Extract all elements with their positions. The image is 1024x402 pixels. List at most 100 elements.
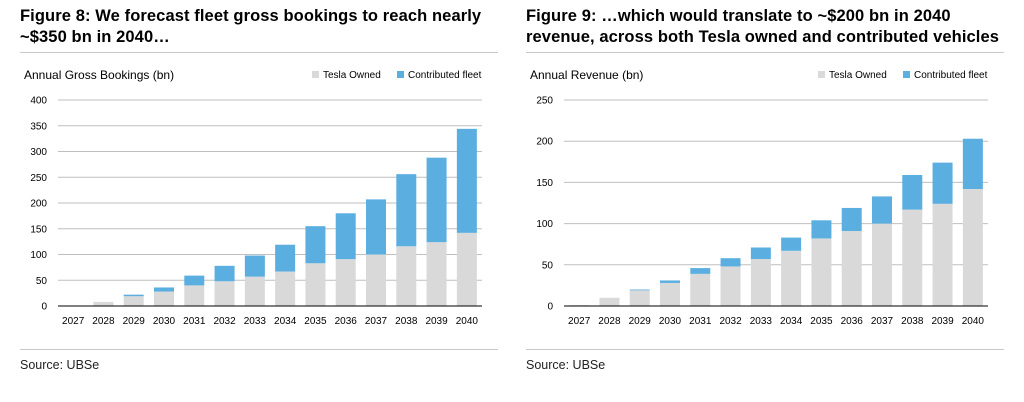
figure-9-title-line2: revenue, across both Tesla owned and con… <box>526 28 1000 46</box>
bar-tesla-owned-2036 <box>841 231 862 306</box>
x-tick-label: 2029 <box>123 316 146 327</box>
legend-label-contributed-fleet: Contributed fleet <box>914 70 988 81</box>
x-tick-label: 2033 <box>244 316 267 327</box>
figure-9-title-line1: Figure 9: …which would translate to ~$20… <box>526 7 951 25</box>
bar-tesla-owned-2039 <box>932 203 953 306</box>
y-tick-label: 300 <box>30 147 47 158</box>
bar-contributed-fleet-2040 <box>456 128 477 233</box>
bar-tesla-owned-2038 <box>396 246 417 306</box>
x-tick-label: 2027 <box>568 316 591 327</box>
bar-contributed-fleet-2029 <box>123 294 144 297</box>
bar-contributed-fleet-2030 <box>154 287 174 292</box>
bar-contributed-fleet-2034 <box>781 237 802 251</box>
x-tick-label: 2040 <box>962 316 985 327</box>
bar-tesla-owned-2038 <box>902 209 923 306</box>
x-tick-label: 2027 <box>62 316 85 327</box>
x-tick-label: 2036 <box>841 316 864 327</box>
bar-contributed-fleet-2039 <box>426 157 447 243</box>
x-tick-label: 2035 <box>810 316 833 327</box>
figure-8-title: Figure 8: We forecast fleet gross bookin… <box>20 6 481 48</box>
chart-title: Annual Revenue (bn) <box>530 68 643 82</box>
figure-8-bottom-rule <box>20 349 498 350</box>
x-tick-label: 2040 <box>456 316 479 327</box>
bar-tesla-owned-2039 <box>426 242 447 306</box>
bar-tesla-owned-2037 <box>872 223 892 306</box>
x-tick-label: 2028 <box>92 316 115 327</box>
x-tick-label: 2031 <box>689 316 712 327</box>
bar-contributed-fleet-2036 <box>841 207 862 232</box>
y-tick-label: 250 <box>536 96 553 107</box>
bar-tesla-owned-2034 <box>781 250 802 306</box>
legend-swatch-tesla-owned <box>818 71 825 78</box>
y-tick-label: 400 <box>30 96 47 107</box>
bar-tesla-owned-2028 <box>599 297 620 306</box>
x-tick-label: 2034 <box>274 316 297 327</box>
bar-contributed-fleet-2033 <box>750 247 771 260</box>
x-tick-label: 2037 <box>365 316 388 327</box>
gross-bookings-chart: Annual Gross Bookings (bn) Tesla Owned Con… <box>24 68 482 327</box>
bar-tesla-owned-2040 <box>456 232 477 306</box>
y-tick-label: 100 <box>30 250 47 261</box>
figure-8-source: Source: UBSe <box>20 358 100 372</box>
bar-contributed-fleet-2029 <box>629 289 650 291</box>
bar-contributed-fleet-2036 <box>335 213 356 260</box>
legend-swatch-contributed-fleet <box>903 71 910 78</box>
x-tick-label: 2033 <box>750 316 773 327</box>
bar-tesla-owned-2031 <box>184 285 205 306</box>
figure-9-title: Figure 9: …which would translate to ~$20… <box>526 6 999 48</box>
y-tick-label: 200 <box>30 199 47 210</box>
bar-contributed-fleet-2035 <box>811 220 832 239</box>
bar-tesla-owned-2029 <box>123 296 144 306</box>
x-tick-label: 2032 <box>719 316 742 327</box>
y-tick-label: 250 <box>30 173 47 184</box>
bar-contributed-fleet-2033 <box>244 255 265 277</box>
figure-9-top-rule <box>526 52 1004 53</box>
y-tick-label: 100 <box>536 219 553 230</box>
bar-contributed-fleet-2031 <box>690 268 711 274</box>
bar-contributed-fleet-2037 <box>872 196 892 224</box>
y-tick-label: 50 <box>542 260 554 271</box>
y-tick-label: 50 <box>36 276 48 287</box>
x-tick-label: 2031 <box>183 316 206 327</box>
chart-title: Annual Gross Bookings (bn) <box>24 68 174 82</box>
bar-tesla-owned-2034 <box>275 271 296 306</box>
y-tick-label: 0 <box>547 302 553 313</box>
legend: Tesla Owned Contributed fleet <box>312 70 482 81</box>
bar-contributed-fleet-2039 <box>932 162 953 204</box>
bar-tesla-owned-2030 <box>660 282 680 306</box>
bar-contributed-fleet-2032 <box>214 265 235 282</box>
x-tick-label: 2030 <box>153 316 176 327</box>
bar-contributed-fleet-2035 <box>305 226 326 264</box>
x-tick-label: 2039 <box>425 316 448 327</box>
x-tick-label: 2039 <box>931 316 954 327</box>
bar-contributed-fleet-2032 <box>720 258 741 267</box>
annual-revenue-chart: Annual Revenue (bn) Tesla Owned Contribute… <box>530 68 988 327</box>
figure-8-title-line2: ~$350 bn in 2040… <box>20 28 170 46</box>
legend-swatch-contributed-fleet <box>397 71 404 78</box>
bar-contributed-fleet-2030 <box>660 280 680 283</box>
x-tick-label: 2034 <box>780 316 803 327</box>
bar-contributed-fleet-2040 <box>962 138 983 189</box>
y-tick-label: 150 <box>30 224 47 235</box>
legend-label-tesla-owned: Tesla Owned <box>829 70 887 81</box>
bar-tesla-owned-2029 <box>629 290 650 306</box>
bar-contributed-fleet-2034 <box>275 244 296 272</box>
bar-tesla-owned-2032 <box>214 281 235 306</box>
x-tick-label: 2032 <box>213 316 236 327</box>
x-tick-label: 2030 <box>659 316 682 327</box>
y-tick-label: 150 <box>536 178 553 189</box>
legend-swatch-tesla-owned <box>312 71 319 78</box>
x-tick-label: 2035 <box>304 316 327 327</box>
x-tick-label: 2036 <box>335 316 358 327</box>
bar-tesla-owned-2033 <box>750 259 771 306</box>
y-tick-label: 200 <box>536 137 553 148</box>
bar-tesla-owned-2028 <box>93 301 114 306</box>
bar-tesla-owned-2036 <box>335 259 356 306</box>
bar-tesla-owned-2035 <box>305 263 326 306</box>
figure-9-bottom-rule <box>526 349 1004 350</box>
y-tick-label: 350 <box>30 121 47 132</box>
bar-tesla-owned-2040 <box>962 188 983 306</box>
figure-8-top-rule <box>20 52 498 53</box>
x-tick-label: 2037 <box>871 316 894 327</box>
bar-contributed-fleet-2038 <box>902 174 923 210</box>
